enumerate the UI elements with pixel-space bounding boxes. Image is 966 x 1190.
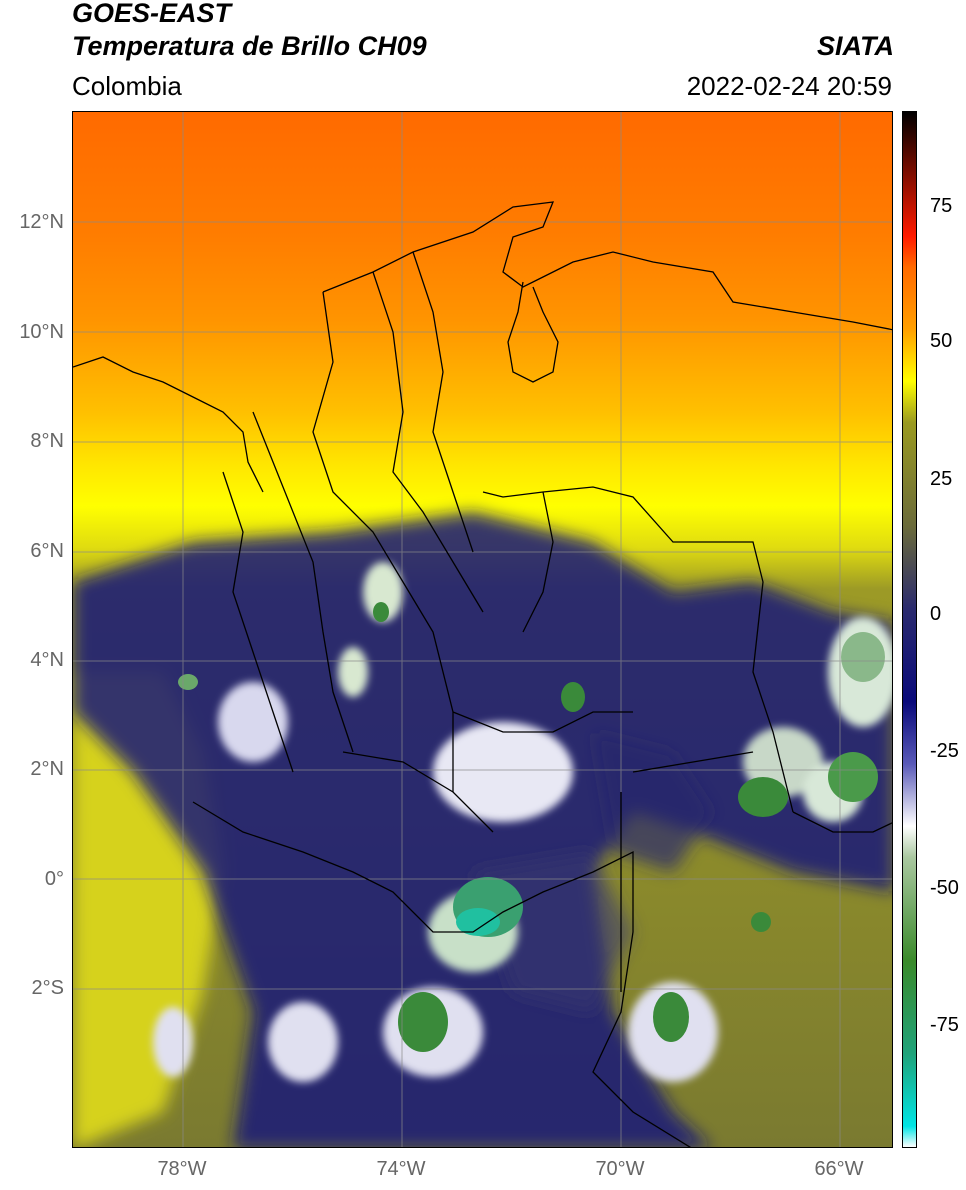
map-svg xyxy=(73,112,892,1147)
product-title: Temperatura de Brillo CH09 xyxy=(72,31,427,61)
datetime-label: 2022-02-24 20:59 xyxy=(686,71,892,101)
region-label: Colombia xyxy=(72,71,182,101)
lat-label-8N: 8°N xyxy=(30,430,64,452)
lat-label-0: 0° xyxy=(44,868,64,890)
colorbar-tick-50: 50 xyxy=(930,330,953,352)
satellite-title: GOES-EAST xyxy=(72,0,232,28)
lat-label-4N: 4°N xyxy=(30,649,64,671)
colorbar-tick-75: 75 xyxy=(930,195,953,217)
colorbar-tick-25: 25 xyxy=(930,468,953,490)
colorbar xyxy=(902,111,917,1148)
colorbar-tick-minus25: -25 xyxy=(930,740,959,762)
lat-label-12N: 12°N xyxy=(19,211,64,233)
brightness-temperature-map xyxy=(72,111,893,1148)
cold-cloud-layer xyxy=(73,512,892,1147)
colorbar-tick-0: 0 xyxy=(930,603,942,625)
colorbar-tick-minus50: -50 xyxy=(930,877,959,899)
lat-label-10N: 10°N xyxy=(19,321,64,343)
lat-label-6N: 6°N xyxy=(30,540,64,562)
colorbar-tick-minus75: -75 xyxy=(930,1014,959,1036)
lat-label-2N: 2°N xyxy=(30,758,64,780)
lon-label-74W: 74°W xyxy=(376,1158,426,1180)
institution-label: SIATA xyxy=(817,31,894,61)
boundaries xyxy=(73,201,892,1147)
lon-label-78W: 78°W xyxy=(157,1158,207,1180)
lon-label-66W: 66°W xyxy=(814,1158,864,1180)
lon-label-70W: 70°W xyxy=(595,1158,645,1180)
lat-label-2S: 2°S xyxy=(31,977,64,999)
